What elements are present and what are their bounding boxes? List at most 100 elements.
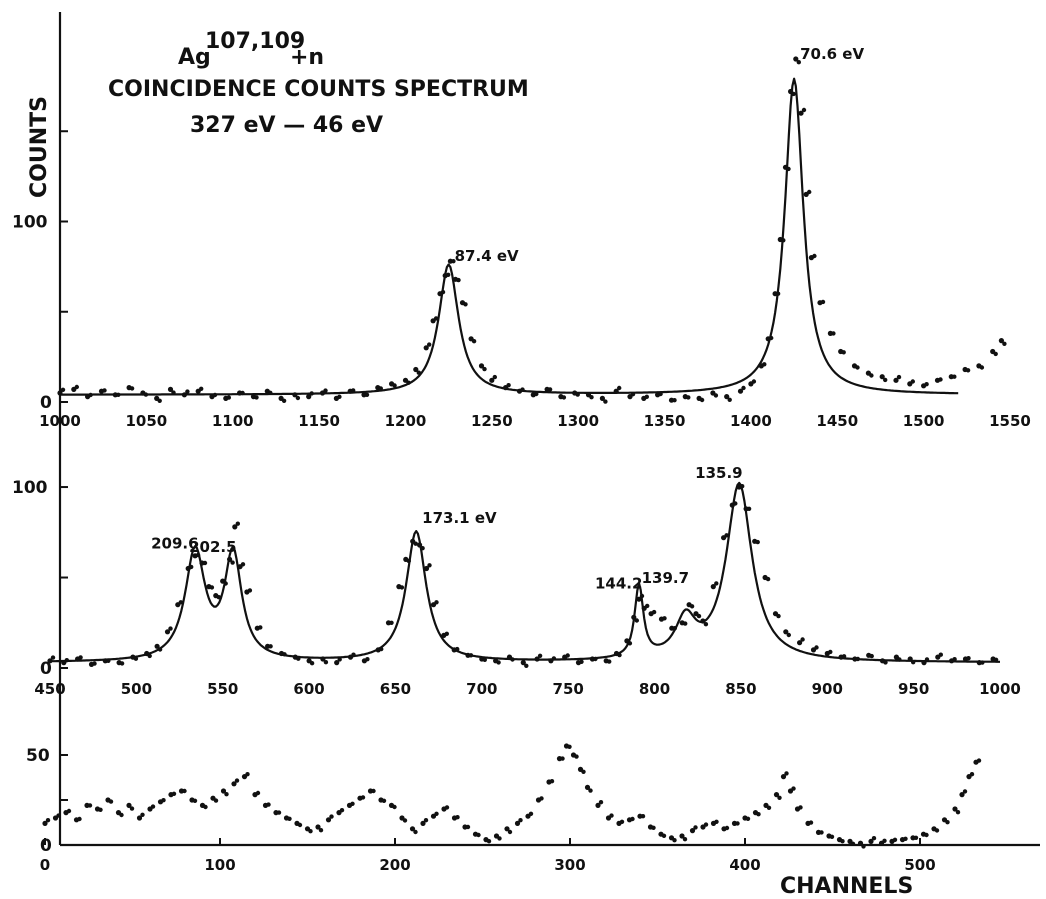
data-point	[613, 388, 619, 394]
data-point	[714, 819, 719, 824]
data-point	[589, 395, 594, 400]
data-point	[455, 646, 460, 652]
data-point	[325, 817, 332, 823]
data-point	[323, 388, 328, 393]
data-point	[209, 585, 215, 590]
data-point	[282, 652, 287, 657]
x-tick-label: 400	[729, 856, 760, 874]
data-point	[924, 832, 929, 838]
data-point	[507, 829, 513, 835]
data-point	[791, 91, 796, 97]
x-tick-label: 1450	[816, 412, 858, 430]
data-point	[976, 758, 982, 763]
data-point	[924, 382, 929, 387]
data-point	[463, 302, 468, 307]
data-point	[240, 562, 246, 567]
data-point	[147, 653, 152, 659]
data-point	[106, 658, 111, 663]
data-point	[829, 834, 835, 839]
data-point	[814, 645, 819, 650]
data-point	[735, 821, 740, 826]
data-point	[78, 655, 83, 660]
data-point	[212, 392, 218, 398]
x-tick-label: 100	[204, 856, 235, 874]
data-point	[309, 391, 314, 396]
data-point	[92, 661, 97, 666]
data-point	[514, 820, 521, 827]
data-point	[287, 816, 292, 821]
data-point	[318, 828, 324, 833]
x-tick-label: 1150	[298, 412, 340, 430]
data-point	[1002, 341, 1007, 346]
data-point	[966, 656, 971, 661]
data-point	[42, 820, 48, 827]
data-point	[534, 391, 539, 397]
data-point	[910, 379, 915, 384]
y-tick-label: 100	[12, 478, 48, 498]
data-point	[268, 644, 273, 649]
data-point	[416, 370, 421, 375]
data-point	[679, 833, 685, 839]
data-point	[182, 788, 187, 794]
data-point	[406, 558, 411, 564]
data-point	[724, 394, 730, 400]
data-point	[157, 647, 163, 652]
data-point	[755, 539, 760, 545]
data-point	[627, 641, 633, 646]
data-point	[820, 299, 826, 305]
data-point	[607, 659, 612, 664]
data-point	[74, 384, 80, 390]
x-tick-label: 800	[639, 680, 670, 698]
data-point	[126, 802, 132, 809]
data-point	[47, 658, 53, 664]
data-point	[644, 394, 649, 399]
peak-label: 139.7	[642, 569, 689, 587]
data-point	[496, 660, 501, 665]
data-point	[798, 110, 804, 116]
data-point	[409, 826, 416, 832]
fitted-curve	[60, 77, 959, 396]
data-point	[178, 600, 183, 605]
data-point	[202, 560, 208, 566]
data-point	[365, 657, 370, 662]
data-point	[102, 388, 107, 393]
data-point	[703, 822, 709, 827]
data-point	[143, 392, 149, 397]
data-point	[413, 829, 418, 835]
data-point	[389, 620, 394, 625]
data-point	[934, 828, 940, 833]
data-point	[136, 815, 143, 821]
data-point	[266, 802, 271, 807]
data-point	[619, 819, 625, 824]
x-tick-label: 650	[380, 680, 411, 698]
data-point	[740, 484, 745, 489]
data-point	[661, 833, 667, 838]
data-point	[227, 556, 233, 563]
data-point	[320, 656, 326, 662]
data-point	[911, 660, 916, 665]
data-point	[468, 653, 474, 658]
data-point	[682, 837, 688, 842]
data-point	[268, 390, 273, 395]
data-point	[579, 659, 584, 664]
data-point	[417, 542, 423, 548]
data-point	[907, 656, 913, 662]
data-point	[796, 60, 801, 65]
data-point	[539, 796, 544, 801]
data-point	[686, 395, 691, 400]
data-point	[801, 107, 807, 113]
data-point	[471, 339, 477, 344]
data-point	[157, 398, 162, 403]
data-point	[979, 365, 985, 370]
data-point	[693, 825, 698, 830]
x-tick-label: 1350	[644, 412, 686, 430]
x-tick-label: 750	[553, 680, 584, 698]
x-tick-label: 900	[812, 680, 843, 698]
data-point	[683, 621, 688, 626]
data-point	[797, 640, 803, 646]
data-point	[775, 291, 781, 296]
data-point	[351, 388, 356, 393]
data-point	[98, 807, 103, 812]
